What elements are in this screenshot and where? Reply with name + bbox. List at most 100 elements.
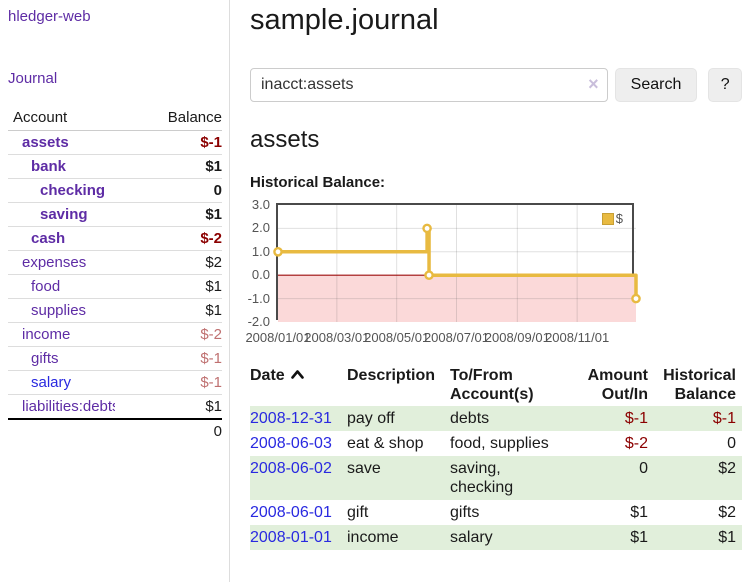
chart-canvas xyxy=(273,205,641,322)
x-tick-label: 2008/03/01 xyxy=(304,330,370,345)
account-link-assets[interactable]: assets xyxy=(22,134,69,151)
transaction-description: income xyxy=(347,529,399,546)
legend-swatch-icon xyxy=(601,212,614,225)
account-link-saving[interactable]: saving xyxy=(40,206,88,223)
historical-balance-chart: $ 3.0 2.0 1.0 0.0 -1.0 -2.0 2008/01/01 2008/03/… xyxy=(245,197,742,350)
account-link-income[interactable]: income xyxy=(22,326,71,343)
search-input[interactable] xyxy=(250,68,608,102)
transaction-amount: $1 xyxy=(630,529,648,546)
transaction-description: gift xyxy=(347,504,369,521)
account-link-liabilities-debts[interactable]: liabilities:debts xyxy=(22,398,115,415)
accounts-header-account: Account xyxy=(8,106,115,131)
sidebar-item-journal[interactable]: Journal xyxy=(8,70,58,87)
transaction-balance: $2 xyxy=(718,504,736,521)
x-tick-label: 2008/07/01 xyxy=(423,330,490,345)
transaction-date-link[interactable]: 2008-06-03 xyxy=(250,435,332,452)
transaction-balance: 0 xyxy=(727,435,736,452)
y-tick-label: 3.0 xyxy=(251,197,270,212)
column-header-balance[interactable]: Historical Balance xyxy=(663,367,736,403)
x-tick-label: 2008/05/01 xyxy=(364,330,430,345)
account-link-bank[interactable]: bank xyxy=(31,158,67,175)
transaction-amount: 0 xyxy=(639,460,648,477)
account-row: supplies $1 xyxy=(8,298,222,323)
account-row: cash $-2 xyxy=(8,226,222,251)
account-link-checking[interactable]: checking xyxy=(40,182,106,199)
account-balance: $-1 xyxy=(115,130,222,155)
account-balance: $1 xyxy=(115,154,222,179)
account-balance: $1 xyxy=(115,202,222,227)
data-point-marker xyxy=(424,270,434,280)
account-row: bank $1 xyxy=(8,154,222,179)
account-balance: $1 xyxy=(115,394,222,420)
account-link-gifts[interactable]: gifts xyxy=(31,350,59,367)
account-link-cash[interactable]: cash xyxy=(31,230,66,247)
account-link-supplies[interactable]: supplies xyxy=(31,302,87,319)
app-brand-link[interactable]: hledger-web xyxy=(8,8,91,25)
transaction-amount: $-1 xyxy=(624,410,648,427)
accounts-table: Account Balance assets $-1 bank $1 checking 0… xyxy=(8,106,222,443)
column-header-amount[interactable]: Amount Out/In xyxy=(587,367,648,403)
clear-search-icon[interactable]: × xyxy=(588,74,599,94)
transaction-row: 2008-12-31 pay off debts $-1 $-1 xyxy=(250,406,742,431)
chevron-up-icon xyxy=(290,370,304,379)
transaction-accounts: food, supplies xyxy=(450,435,549,452)
transaction-row: 2008-06-03 eat & shop food, supplies $-2 0 xyxy=(250,431,742,456)
transaction-row: 2008-06-02 save saving, checking 0 $2 xyxy=(250,456,742,500)
account-link-salary[interactable]: salary xyxy=(31,374,72,391)
account-link-expenses[interactable]: expenses xyxy=(22,254,87,271)
transaction-amount: $1 xyxy=(630,504,648,521)
account-balance: $-1 xyxy=(115,346,222,371)
x-tick-label: 2008/11/01 xyxy=(545,330,610,345)
account-balance: $1 xyxy=(115,274,222,299)
transaction-date-link[interactable]: 2008-12-31 xyxy=(250,410,332,427)
help-button[interactable]: ? xyxy=(708,68,742,102)
transaction-description: save xyxy=(347,460,381,477)
main-content: sample.journal × Search ? assets Histori… xyxy=(245,0,742,550)
accounts-total-row: 0 xyxy=(8,418,222,443)
transaction-accounts: debts xyxy=(450,410,490,427)
transaction-description: pay off xyxy=(347,410,395,427)
column-header-description[interactable]: Description xyxy=(347,367,436,384)
account-row: food $1 xyxy=(8,274,222,299)
page-title: sample.journal xyxy=(250,4,439,36)
y-tick-label: 0.0 xyxy=(251,267,270,283)
account-row: gifts $-1 xyxy=(8,346,222,371)
column-header-accounts[interactable]: To/From Account(s) xyxy=(450,367,534,403)
account-balance: 0 xyxy=(115,178,222,203)
y-tick-label: 2.0 xyxy=(251,220,270,236)
transaction-date-link[interactable]: 2008-01-01 xyxy=(250,529,332,546)
transaction-row: 2008-06-01 gift gifts $1 $2 xyxy=(250,500,742,525)
chart-title: Historical Balance: xyxy=(250,174,386,191)
account-row: income $-2 xyxy=(8,322,222,347)
account-row: assets $-1 xyxy=(8,130,222,155)
account-row: checking 0 xyxy=(8,178,222,203)
y-tick-label: 1.0 xyxy=(251,243,270,259)
accounts-header-balance: Balance xyxy=(115,106,222,131)
account-balance: $-2 xyxy=(115,322,222,347)
x-tick-label: 2008/09/01 xyxy=(484,330,550,345)
y-tick-label: -2.0 xyxy=(247,314,270,329)
accounts-header-row: Account Balance xyxy=(8,106,222,131)
y-tick-label: -1.0 xyxy=(247,290,270,306)
account-title: assets xyxy=(250,126,320,153)
x-tick-label: 2008/01/01 xyxy=(245,330,311,345)
transaction-balance: $2 xyxy=(718,460,736,477)
account-balance: $1 xyxy=(115,298,222,323)
transaction-row: 2008-01-01 income salary $1 $1 xyxy=(250,525,742,550)
account-link-food[interactable]: food xyxy=(31,278,61,295)
chart-plot-area[interactable]: $ xyxy=(273,203,641,322)
transaction-date-link[interactable]: 2008-06-01 xyxy=(250,504,332,521)
account-row: salary $-1 xyxy=(8,370,222,395)
column-header-date[interactable]: Date xyxy=(250,364,347,406)
transactions-header-row: Date Description To/From Account(s) Amou… xyxy=(250,364,742,406)
search-box: × xyxy=(250,68,608,102)
search-button[interactable]: Search xyxy=(614,68,698,102)
transaction-accounts: gifts xyxy=(450,504,480,521)
account-row: liabilities:debts $1 xyxy=(8,394,222,420)
account-balance: $-1 xyxy=(115,370,222,395)
transaction-balance: $1 xyxy=(718,529,736,546)
accounts-total: 0 xyxy=(115,418,222,443)
data-point-marker xyxy=(422,223,432,234)
legend-label: $ xyxy=(615,211,623,226)
transaction-date-link[interactable]: 2008-06-02 xyxy=(250,460,332,477)
